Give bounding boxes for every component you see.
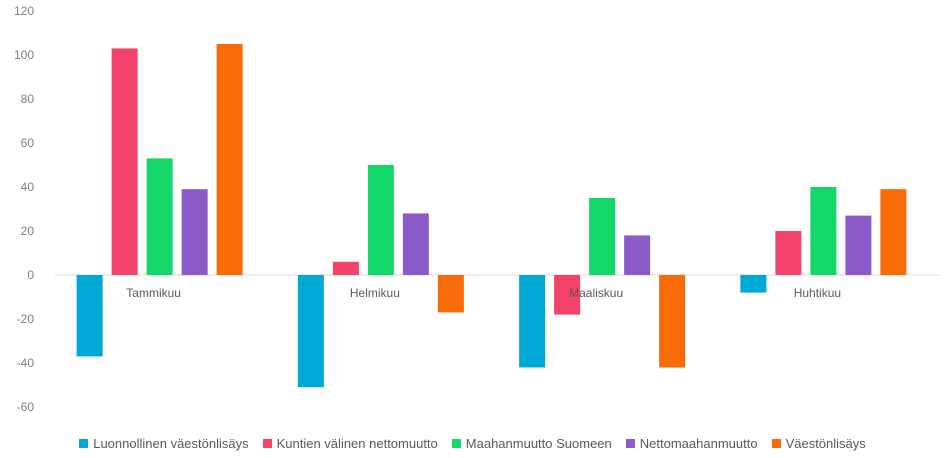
- y-tick-label: 0: [27, 268, 34, 282]
- bar: [367, 165, 394, 275]
- legend-label: Väestönlisäys: [785, 436, 866, 451]
- legend-item: Luonnollinen väestönlisäys: [79, 436, 249, 451]
- legend-label: Maahanmuutto Suomeen: [465, 436, 612, 451]
- legend-label: Nettomaahanmuutto: [639, 436, 758, 451]
- legend-label: Kuntien välinen nettomuutto: [276, 436, 438, 451]
- bar: [659, 275, 686, 368]
- bar: [146, 158, 173, 275]
- legend-swatch: [451, 439, 461, 448]
- bar: [589, 198, 616, 275]
- legend-swatch: [625, 439, 635, 448]
- y-tick-label: -20: [17, 312, 35, 326]
- bar: [332, 261, 359, 275]
- legend-item: Nettomaahanmuutto: [625, 436, 758, 451]
- category-label: Helmikuu: [350, 286, 400, 300]
- bar: [775, 231, 802, 275]
- bar: [297, 275, 324, 388]
- legend-swatch: [262, 439, 272, 448]
- category-label: Maaliskuu: [569, 286, 623, 300]
- bar: [845, 215, 872, 275]
- bar: [216, 44, 243, 275]
- bar: [740, 275, 767, 293]
- bar: [810, 187, 837, 275]
- legend: Luonnollinen väestönlisäys Kuntien väline…: [0, 436, 945, 451]
- bar: [111, 48, 138, 276]
- bar: [519, 275, 546, 368]
- category-label: Huhtikuu: [794, 286, 841, 300]
- y-tick-label: 40: [21, 180, 35, 194]
- bar: [554, 275, 581, 315]
- bar: [402, 213, 429, 275]
- y-tick-label: 100: [14, 48, 34, 62]
- y-tick-label: -60: [17, 400, 35, 414]
- y-tick-label: 20: [21, 224, 35, 238]
- bar: [624, 235, 651, 275]
- legend-label: Luonnollinen väestönlisäys: [93, 436, 249, 451]
- legend-item: Kuntien välinen nettomuutto: [262, 436, 438, 451]
- legend-item: Maahanmuutto Suomeen: [451, 436, 612, 451]
- category-label: Tammikuu: [126, 286, 181, 300]
- legend-swatch: [79, 439, 89, 448]
- y-axis-ticks: 120 100 80 60 40 20 0 -20 -40 -60: [14, 4, 34, 414]
- bar: [880, 189, 907, 275]
- bar: [437, 275, 464, 313]
- legend-swatch: [771, 439, 781, 448]
- bar: [181, 189, 208, 275]
- legend-item: Väestönlisäys: [771, 436, 866, 451]
- y-tick-label: 80: [21, 92, 35, 106]
- bar: [76, 275, 103, 357]
- bars-group: [76, 44, 907, 388]
- y-tick-label: 120: [14, 4, 34, 18]
- category-labels: Tammikuu Helmikuu Maaliskuu Huhtikuu: [126, 286, 841, 300]
- y-tick-label: -40: [17, 356, 35, 370]
- y-tick-label: 60: [21, 136, 35, 150]
